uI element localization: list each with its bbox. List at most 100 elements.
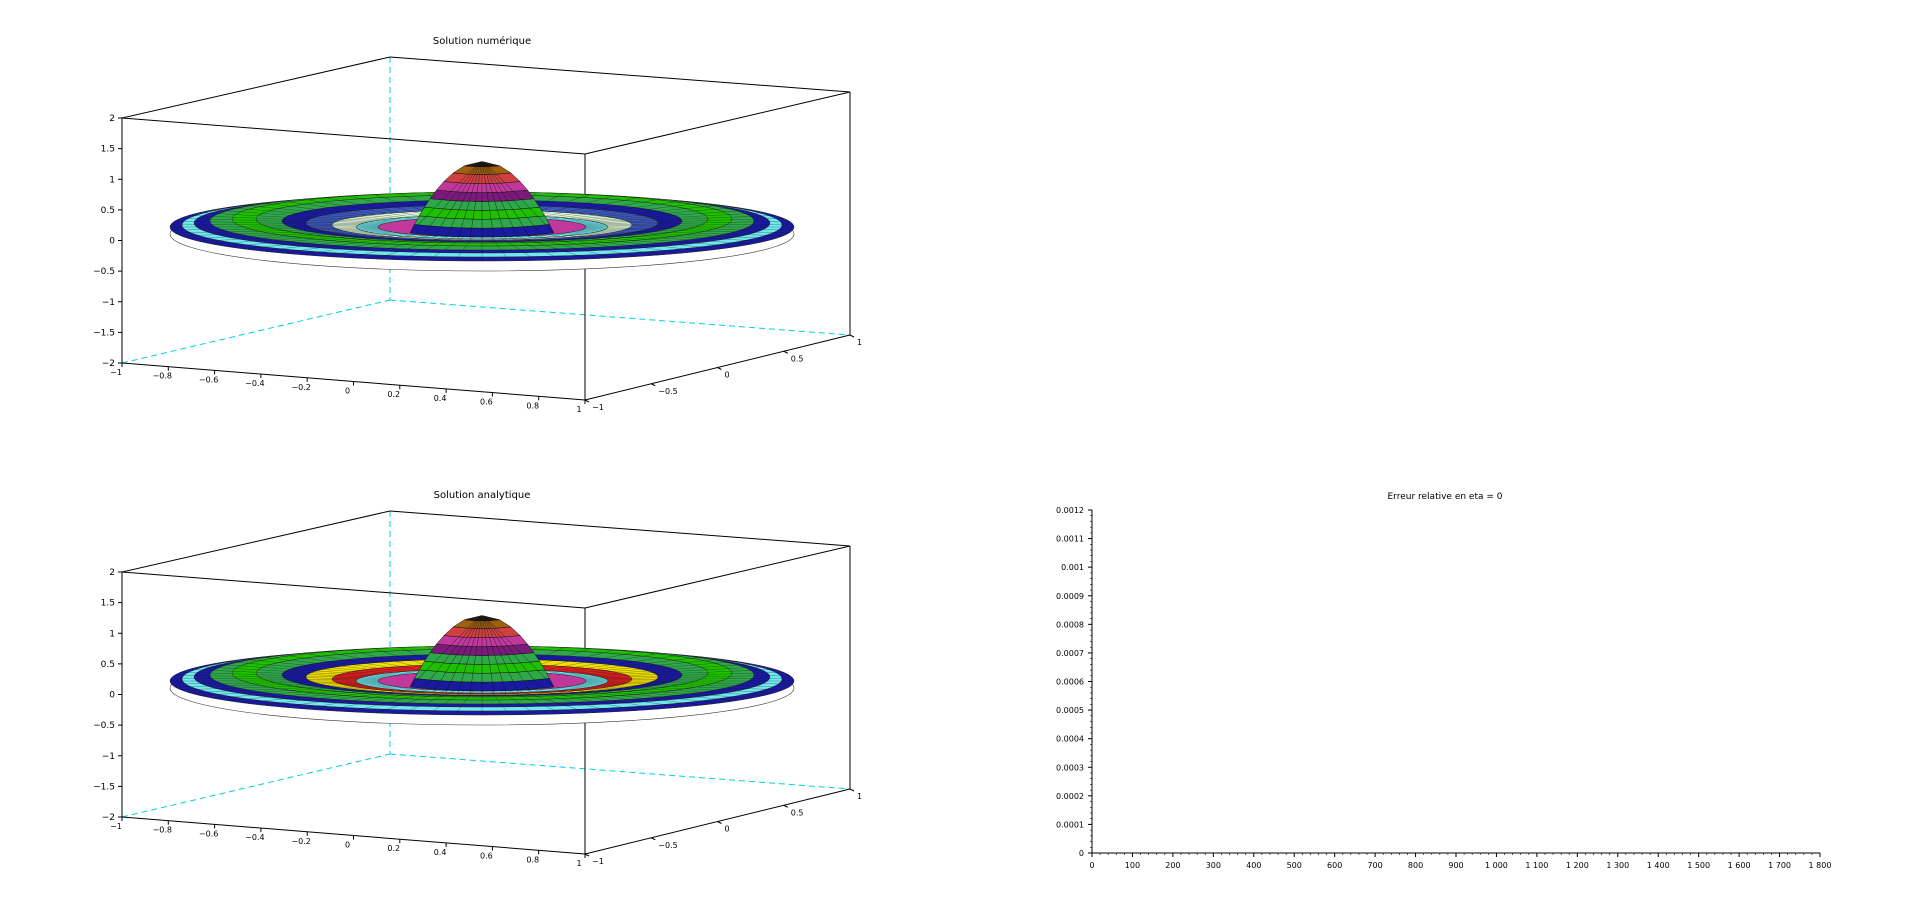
mesh-line — [174, 682, 380, 688]
mesh-line — [242, 204, 403, 221]
peak-mesh-line — [485, 163, 543, 237]
mesh-line — [582, 229, 784, 236]
peak-mesh-line — [457, 617, 481, 693]
y-tick-label: 0.5 — [791, 808, 804, 817]
x-tick-label: 0.6 — [480, 398, 493, 407]
mesh-line — [584, 220, 790, 226]
peak-mesh-line — [484, 163, 531, 238]
x-tick-label: −1 — [110, 368, 122, 377]
x-tick-label: 1 300 — [1606, 861, 1629, 870]
mesh-line — [561, 204, 722, 221]
peak-mesh-line — [421, 617, 479, 691]
mesh-line — [171, 223, 379, 227]
peak-mesh-line — [445, 617, 481, 693]
peak-mesh-line — [483, 163, 507, 239]
peak-mesh-line — [421, 163, 479, 237]
x-tick-label: 0 — [1089, 861, 1094, 870]
mesh-line — [401, 236, 456, 261]
surface-plot-numeric: Solution numérique 2 1.5 1 0.5 0 −0.5 −1 −1.5 −2… — [93, 35, 862, 414]
mesh-line — [303, 198, 423, 219]
peak-mesh-line — [409, 617, 479, 688]
y-tick-label: 0.0009 — [1056, 592, 1084, 601]
x-tick-label: −0.4 — [245, 379, 264, 388]
mesh-line — [541, 198, 661, 219]
mesh-line — [490, 236, 510, 261]
y-tick-label: −0.5 — [658, 841, 677, 850]
mesh-line — [211, 663, 392, 677]
y-tick-label: 1 — [857, 792, 862, 801]
mesh-line — [199, 666, 388, 677]
mesh-line — [375, 236, 447, 260]
z-tick-label: −0.5 — [93, 267, 115, 277]
mesh-line — [533, 651, 639, 673]
mesh-line — [576, 231, 765, 242]
mesh-line — [561, 233, 722, 250]
mesh-line — [242, 233, 403, 250]
z-tick-label: 1.5 — [101, 145, 115, 155]
x-tick-label: 500 — [1287, 861, 1302, 870]
error-line-chart: Erreur relative en eta = 0 0 0.0001 0.0002… — [1056, 492, 1831, 870]
x-tick-label: 1 700 — [1768, 861, 1791, 870]
y-tick-label: 0 — [1079, 849, 1084, 858]
y-tick-label: 0.0004 — [1056, 735, 1084, 744]
x-tick-label: 0.2 — [387, 844, 400, 853]
z-tick-label: 1.5 — [101, 599, 115, 609]
x-tick-label: 0.8 — [526, 855, 539, 864]
mesh-line — [548, 688, 683, 708]
mesh-line — [525, 689, 614, 712]
box-edge — [121, 56, 391, 119]
x-tick-label: 600 — [1327, 861, 1342, 870]
mesh-line — [490, 690, 510, 715]
peak-mesh-line — [485, 617, 555, 688]
mesh-line — [555, 656, 703, 675]
peak-mesh-line — [482, 163, 495, 239]
peak-mesh-line — [409, 163, 479, 234]
mesh-line — [303, 235, 423, 256]
mesh-line — [454, 236, 474, 261]
z-tick-label: 0.5 — [101, 660, 115, 670]
mesh-line — [576, 212, 765, 223]
x-tick-label: −0.2 — [291, 837, 310, 846]
mesh-line — [242, 658, 403, 675]
peak-mesh-line — [483, 617, 507, 693]
peak-mesh-line — [433, 163, 480, 238]
x-tick-label: 1 600 — [1728, 861, 1751, 870]
x-tick-label: −0.6 — [199, 829, 218, 838]
mesh-line — [567, 661, 738, 676]
mesh-line — [576, 685, 765, 696]
mesh-line — [226, 207, 397, 222]
mesh-line — [533, 689, 639, 711]
mesh-line — [171, 677, 379, 681]
surface-plot-analytic: Solution analytique 2 1.5 1 0.5 0 −0.5 −1 −1.5 −… — [93, 490, 862, 868]
mesh-line — [303, 652, 423, 673]
box-edge — [121, 117, 586, 155]
mesh-line — [555, 202, 703, 221]
x-tick-label: 1 800 — [1809, 861, 1832, 870]
mesh-line — [199, 685, 388, 696]
y-tick-label: 0.0007 — [1056, 649, 1084, 658]
x-tick-label: 900 — [1448, 861, 1463, 870]
y-tick-label: 0.0012 — [1056, 506, 1084, 515]
mesh-line — [281, 200, 416, 220]
peak-mesh-line — [485, 163, 555, 234]
y-tick-label: 0.0011 — [1056, 535, 1084, 544]
mesh-line — [585, 677, 793, 681]
x-tick-label: −0.6 — [199, 375, 218, 384]
mesh-line — [325, 651, 431, 673]
mesh-line — [325, 689, 431, 711]
mesh-line — [325, 197, 431, 219]
mesh-line — [261, 687, 409, 706]
peak-mesh-line — [483, 617, 519, 693]
mesh-line — [567, 232, 738, 247]
mesh-line — [171, 681, 379, 685]
mesh-line — [199, 231, 388, 242]
mesh-line — [525, 235, 614, 258]
mesh-line — [533, 197, 639, 219]
peak-mesh-line — [457, 163, 481, 239]
y-tick-label: 0.001 — [1061, 563, 1084, 572]
mesh-line — [261, 202, 409, 221]
y-tick-label: 0.0003 — [1056, 763, 1084, 772]
x-tick-label: 0.2 — [387, 390, 400, 399]
mesh-line — [582, 218, 784, 225]
peak-mesh-line — [433, 617, 480, 692]
